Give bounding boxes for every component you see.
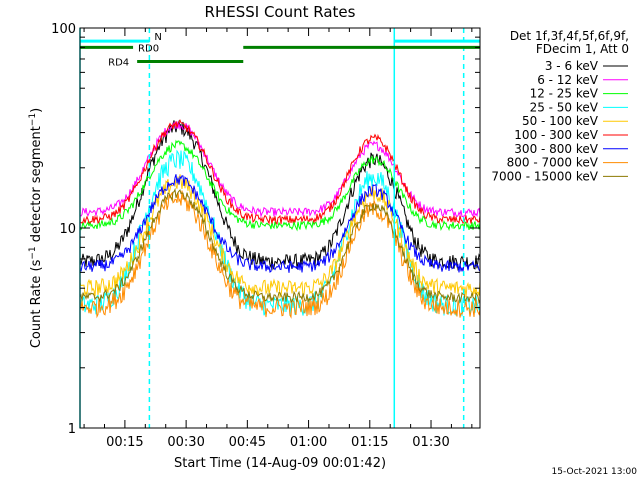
legend-label: 25 - 50 keV xyxy=(530,100,599,114)
series-line-12-25-kev-kev xyxy=(79,139,481,232)
legend-label: 7000 - 15000 keV xyxy=(491,169,598,183)
x-axis-label: Start Time (14-Aug-09 00:01:42) xyxy=(174,456,386,471)
legend-label: 12 - 25 keV xyxy=(530,87,599,101)
legend-label: 300 - 800 keV xyxy=(514,142,598,156)
series-line-7000-15000-kev-kev xyxy=(79,187,481,305)
series-line-6-12-kev-kev xyxy=(79,121,481,218)
legend-label: 3 - 6 keV xyxy=(545,59,599,73)
flag-label-rd0: RD0 xyxy=(138,43,159,54)
night-boundary-layer xyxy=(79,28,465,428)
legend-label: 50 - 100 keV xyxy=(522,114,599,128)
series-line-100-300-kev-kev xyxy=(79,119,481,225)
series-line-3-6-kev-kev xyxy=(79,119,481,272)
x-tick-label: 01:15 xyxy=(351,435,388,450)
x-tick-label: 01:00 xyxy=(290,435,327,450)
y-tick-label: 100 xyxy=(51,22,76,37)
legend-label: 100 - 300 keV xyxy=(514,128,598,142)
legend: Det 1f,3f,4f,5f,6f,9f, FDecim 1, Att 0 3… xyxy=(491,29,629,183)
x-axis: 00:15 00:30 00:45 01:00 01:15 01:30 xyxy=(83,28,473,450)
flag-label-n: N xyxy=(154,32,161,43)
legend-header-line-2: FDecim 1, Att 0 xyxy=(536,42,629,56)
series-line-50-100-kev-kev xyxy=(79,174,481,299)
x-tick-label: 00:15 xyxy=(106,435,143,450)
flag-label-rd4: RD4 xyxy=(108,57,129,68)
x-tick-label: 01:30 xyxy=(412,435,449,450)
timestamp: 15-Oct-2021 13:00 xyxy=(552,467,638,477)
y-axis-label: Count Rate (s−1 detector segment−1) xyxy=(28,108,44,348)
legend-header-line-1: Det 1f,3f,4f,5f,6f,9f, xyxy=(510,29,629,43)
x-tick-label: 00:30 xyxy=(167,435,204,450)
legend-label: 6 - 12 keV xyxy=(537,73,599,87)
chart-title: RHESSI Count Rates xyxy=(205,3,356,21)
y-tick-label: 1 xyxy=(68,422,76,437)
series-layer xyxy=(79,119,481,319)
legend-label: 800 - 7000 keV xyxy=(507,156,599,170)
x-tick-label: 00:45 xyxy=(229,435,266,450)
y-tick-label: 10 xyxy=(59,222,76,237)
series-line-300-800-kev-kev xyxy=(79,174,481,273)
y-axis: 1 10 100 xyxy=(51,22,480,437)
